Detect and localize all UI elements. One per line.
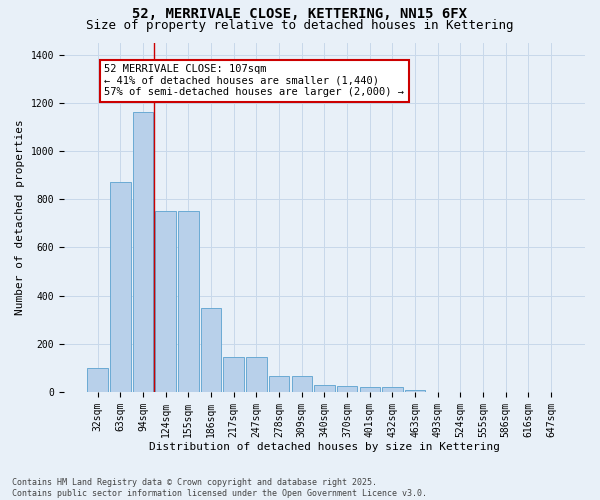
Bar — [337, 386, 357, 392]
Text: 52 MERRIVALE CLOSE: 107sqm
← 41% of detached houses are smaller (1,440)
57% of s: 52 MERRIVALE CLOSE: 107sqm ← 41% of deta… — [104, 64, 404, 98]
Text: Size of property relative to detached houses in Kettering: Size of property relative to detached ho… — [86, 18, 514, 32]
X-axis label: Distribution of detached houses by size in Kettering: Distribution of detached houses by size … — [149, 442, 500, 452]
Bar — [223, 357, 244, 392]
Bar — [405, 390, 425, 392]
Bar — [133, 112, 153, 392]
Bar — [155, 211, 176, 392]
Bar — [88, 368, 108, 392]
Text: Contains HM Land Registry data © Crown copyright and database right 2025.
Contai: Contains HM Land Registry data © Crown c… — [12, 478, 427, 498]
Bar — [201, 308, 221, 392]
Text: 52, MERRIVALE CLOSE, KETTERING, NN15 6FX: 52, MERRIVALE CLOSE, KETTERING, NN15 6FX — [133, 8, 467, 22]
Y-axis label: Number of detached properties: Number of detached properties — [15, 120, 25, 315]
Bar — [269, 376, 289, 392]
Bar — [246, 357, 266, 392]
Bar — [110, 182, 131, 392]
Bar — [178, 211, 199, 392]
Bar — [314, 384, 335, 392]
Bar — [359, 387, 380, 392]
Bar — [292, 376, 312, 392]
Bar — [382, 387, 403, 392]
